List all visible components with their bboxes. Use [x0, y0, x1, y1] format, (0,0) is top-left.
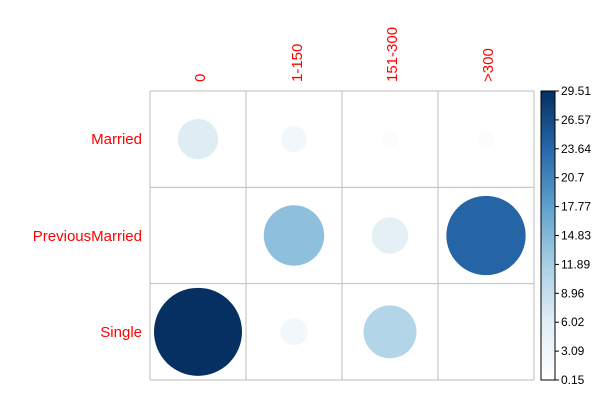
cell-circle-single-1-150 [280, 318, 308, 346]
cell-circle-married-over-300 [477, 130, 495, 148]
column-label-0: 0 [192, 74, 209, 82]
colorbar: 29.51 26.57 23.64 20.7 17.77 14.83 11.89 8.96 6.… [540, 84, 591, 387]
column-label-1-150: 1-150 [289, 44, 306, 82]
cell-circle-previousmarried-over-300 [446, 195, 526, 276]
colorbar-tick-label: 11.89 [561, 257, 590, 271]
column-label-151-300: 151-300 [384, 27, 401, 82]
column-label-over-300: >300 [480, 48, 497, 82]
row-label-married: Married [91, 131, 142, 148]
colorbar-tick-label: 3.09 [561, 344, 585, 358]
colorbar-gradient [540, 90, 556, 381]
colorbar-tick-label: 0.15 [561, 373, 585, 387]
plot-grid [149, 90, 535, 381]
colorbar-tick-label: 17.77 [561, 200, 591, 214]
row-label-previousmarried: PreviousMarried [33, 228, 142, 245]
colorbar-tick-label: 8.96 [561, 286, 585, 300]
colorbar-tick-label: 23.64 [561, 142, 591, 156]
cell-circle-married-151-300 [381, 130, 399, 148]
cell-circle-single-0 [154, 287, 242, 376]
row-labels: Married PreviousMarried Single [33, 131, 142, 341]
colorbar-tick-label: 20.7 [561, 171, 585, 185]
column-labels: 0 1-150 151-300 >300 [192, 27, 497, 82]
cell-circle-previousmarried-1-150 [263, 205, 325, 266]
colorbar-ticks: 29.51 26.57 23.64 20.7 17.77 14.83 11.89 8.96 6.… [555, 84, 591, 387]
colorbar-tick-label: 14.83 [561, 229, 591, 243]
colorbar-tick-label: 6.02 [561, 315, 585, 329]
circles-layer [154, 119, 526, 376]
cell-circle-single-151-300 [363, 305, 417, 359]
cell-circle-married-0 [177, 119, 219, 160]
cell-circle-married-1-150 [281, 126, 307, 153]
cell-circle-previousmarried-151-300 [371, 217, 409, 254]
colorbar-tick-label: 26.57 [561, 113, 591, 127]
colorbar-tick-label: 29.51 [561, 84, 591, 98]
row-label-single: Single [100, 324, 142, 341]
